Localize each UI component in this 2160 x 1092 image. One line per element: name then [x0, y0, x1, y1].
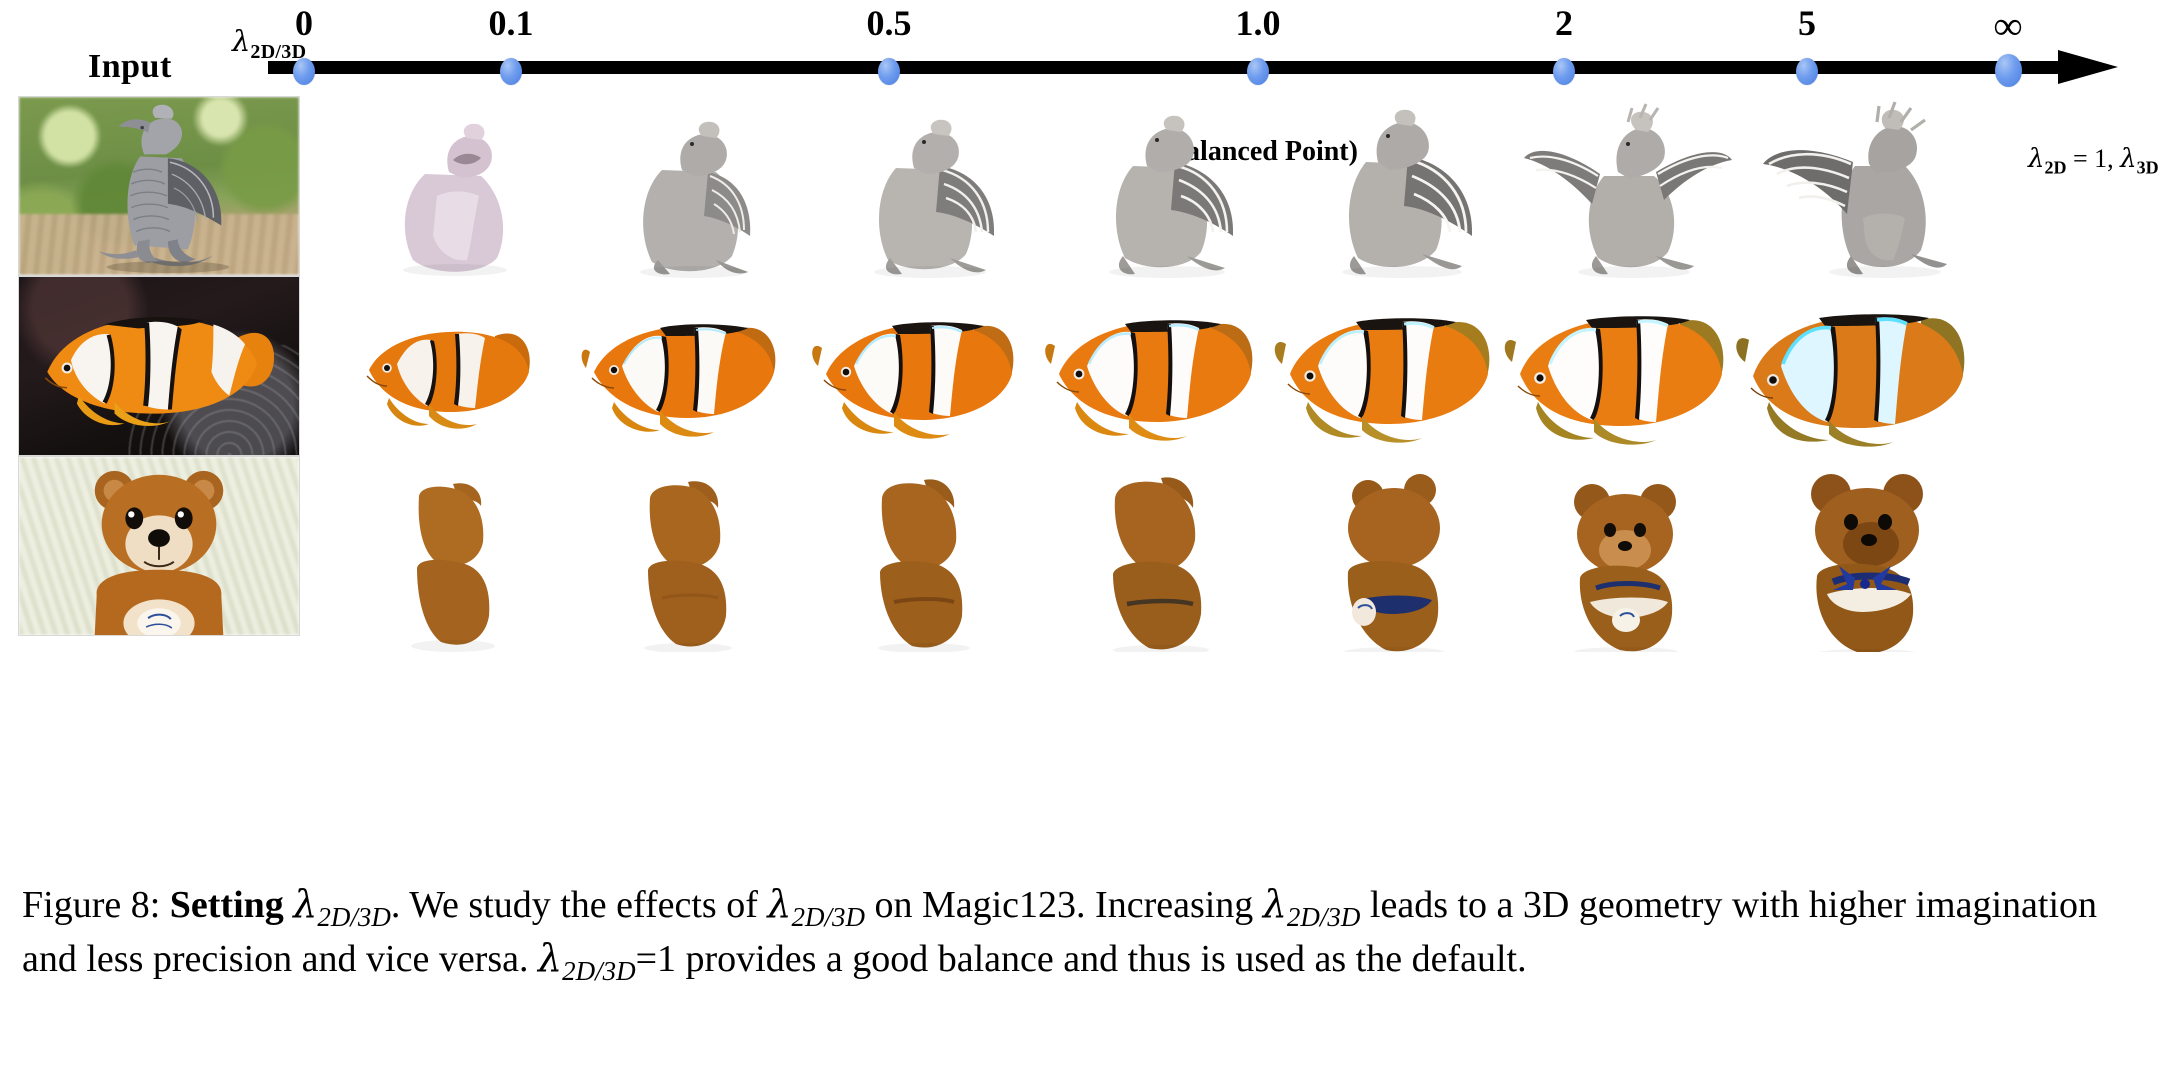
tick-label-1-0: 1.0 [1235, 3, 1281, 43]
render-bear-lambda-5 [1500, 472, 1750, 652]
fish-render-art [1736, 314, 1965, 447]
render-dragon-lambda-0-1 [566, 100, 816, 280]
axis-variable-label: λ2D/3D [232, 24, 306, 64]
dragon-render-art [1524, 103, 1732, 278]
dragon-render-art [1342, 109, 1473, 278]
caption-text-2: on Magic123. Increasing [864, 884, 1263, 926]
tick-label-2: 2 [1555, 3, 1573, 43]
render-bear-lambda-2 [1268, 472, 1518, 652]
render-fish-lambda-0-1 [566, 286, 816, 466]
lambda-number-line: 0 0.1 0.5 1.0 (Balanced Point) 2 5 ∞ λ2D… [268, 3, 2159, 177]
lambda-3d-glyph: λ [2120, 144, 2137, 174]
lambda-2d-glyph: λ [2028, 144, 2045, 174]
caption-text-4: =1 provides a good balance and thus is u… [635, 938, 1527, 981]
input-image-clownfish [18, 276, 300, 456]
tick-label-5: 5 [1798, 3, 1816, 43]
render-dragon-lambda-0-5 [800, 100, 1050, 280]
tick-dot-0-5[interactable] [878, 58, 900, 85]
lambda-endpoint-annotation: λ2D = 1, λ3D = 0 [2028, 144, 2160, 178]
tick-label-0-5: 0.5 [866, 3, 912, 43]
dragon-render-art [640, 121, 751, 278]
render-bear-lambda-infinity [1735, 472, 1985, 652]
render-dragon-lambda-5 [1500, 100, 1750, 280]
caption-lambda-1: λ [293, 882, 318, 926]
fish-render-art [1504, 316, 1724, 445]
render-bear-lambda-0 [333, 472, 583, 652]
bear-render-art [1113, 477, 1209, 652]
render-dragon-lambda-infinity [1735, 100, 1985, 280]
results-grid [0, 96, 2160, 652]
lambda-glyph: λ [232, 24, 251, 58]
arrow-head-icon [2058, 50, 2118, 84]
fish-render-art [581, 324, 776, 437]
tick-label-infinity: ∞ [1993, 3, 2023, 48]
render-dragon-lambda-1-0 [1035, 100, 1285, 280]
caption-text-3: leads to a 3D geometry with higher imagi… [22, 884, 2098, 981]
fish-render-art [812, 322, 1014, 439]
bear-render-art [411, 483, 495, 652]
caption-lambda-4: λ [538, 936, 563, 981]
render-dragon-lambda-2 [1268, 100, 1518, 280]
render-fish-lambda-0-5 [800, 286, 1050, 466]
caption-lambda-3: λ [1262, 882, 1287, 926]
render-bear-lambda-0-5 [800, 472, 1050, 652]
caption-lambda-2: λ [767, 882, 792, 926]
input-image-dragon [18, 96, 300, 276]
render-dragon-lambda-0 [333, 100, 583, 280]
tick-dot-infinity[interactable] [1995, 54, 2022, 87]
lambda-subscript: 2D/3D [250, 41, 307, 63]
render-fish-lambda-infinity [1735, 286, 1985, 466]
tick-label-0-1: 0.1 [488, 3, 534, 43]
bear-render-art [878, 479, 970, 652]
teddy-bear-photo-art [94, 470, 224, 635]
fish-render-art [366, 331, 530, 429]
figure-caption: Figure 8: Setting λ2D/3D. We study the e… [22, 880, 2150, 988]
caption-prefix: Figure 8: [22, 884, 170, 926]
caption-bold: Setting [169, 884, 294, 926]
dragon-render-art [1109, 115, 1234, 278]
bear-render-art [1574, 484, 1678, 652]
lambda-2d-subscript: 2D [2044, 157, 2067, 178]
input-column [18, 96, 300, 636]
dragon-statue-photo-art [98, 104, 230, 274]
caption-lambda-4-sub: 2D/3D [562, 956, 636, 987]
render-fish-lambda-5 [1500, 286, 1750, 466]
dragon-render-art [874, 119, 995, 278]
render-fish-lambda-0 [333, 286, 583, 466]
tick-dot-0-1[interactable] [500, 58, 522, 85]
render-bear-lambda-1-0 [1035, 472, 1285, 652]
caption-lambda-1-sub: 2D/3D [317, 901, 391, 932]
tick-dot-1-0[interactable] [1247, 58, 1269, 85]
clownfish-photo-art [44, 317, 275, 427]
tick-dot-2[interactable] [1553, 58, 1575, 85]
lambda-2d-value: = 1, [2066, 144, 2121, 173]
fish-render-art [1045, 320, 1253, 441]
render-fish-lambda-1-0 [1035, 286, 1285, 466]
caption-lambda-3-sub: 2D/3D [1286, 901, 1361, 932]
render-bear-lambda-0-1 [566, 472, 816, 652]
bear-render-art [644, 481, 732, 652]
bear-render-art [1344, 474, 1444, 652]
tick-label-0: 0 [295, 3, 313, 43]
input-image-teddy-bear [18, 456, 300, 636]
tick-dot-0[interactable] [293, 58, 315, 85]
dragon-render-art [1763, 101, 1947, 278]
caption-text-1: . We study the effects of [390, 884, 768, 926]
bear-render-art [1811, 474, 1923, 652]
dragon-render-blob-art [403, 123, 507, 276]
lambda-3d-subscript: 3D [2136, 157, 2159, 178]
fish-render-art [1274, 318, 1490, 443]
tick-dot-5[interactable] [1796, 58, 1818, 85]
number-line-bar [268, 61, 2068, 74]
caption-lambda-2-sub: 2D/3D [791, 901, 865, 932]
input-column-label: Input [88, 48, 172, 85]
render-fish-lambda-2 [1268, 286, 1518, 466]
